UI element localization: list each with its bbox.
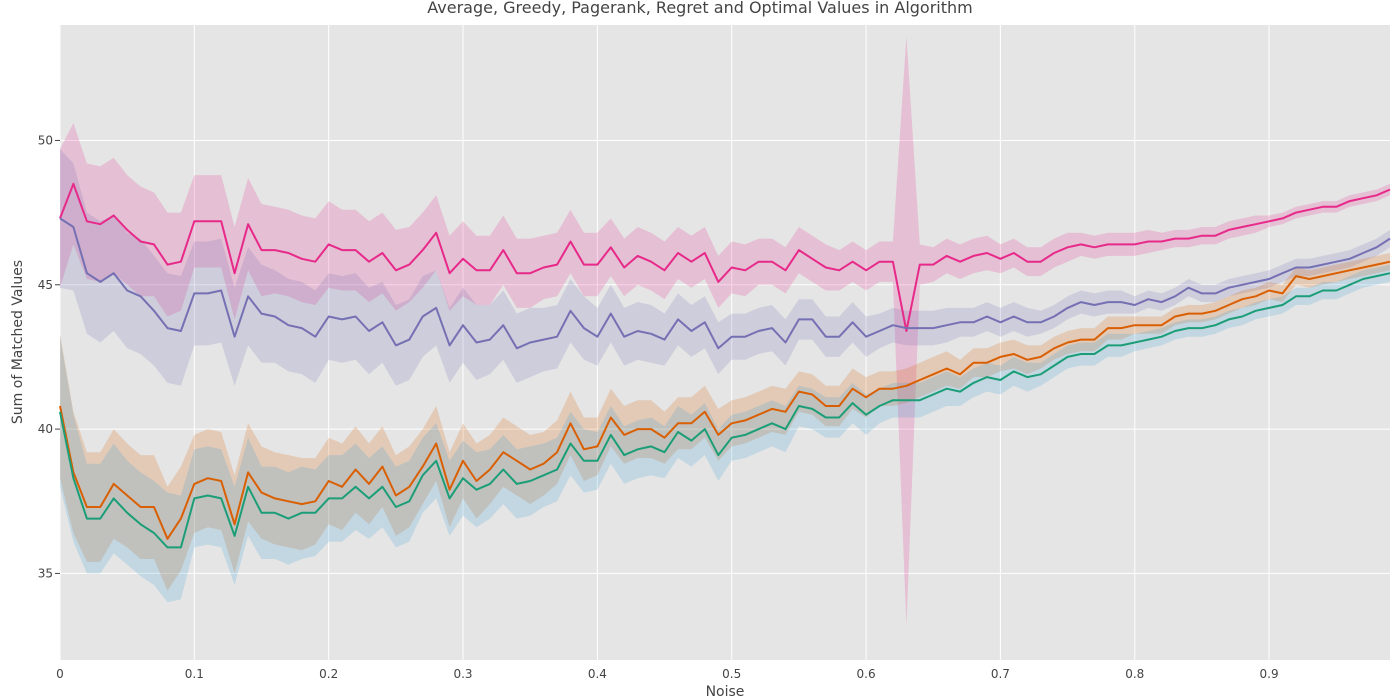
x-tick-label: 0.7: [991, 667, 1010, 681]
confidence-bands: [60, 36, 1390, 626]
series-2-band: [60, 253, 1390, 591]
x-tick-label: 0.1: [185, 667, 204, 681]
series-2-line: [59, 260, 1391, 540]
grid-lines: [59, 25, 1390, 660]
series-1-line: [59, 217, 1391, 350]
x-tick-label: 0.4: [588, 667, 607, 681]
series-1-band: [60, 149, 1390, 386]
x-tick-label: 0.6: [857, 667, 876, 681]
y-axis-ticks: 35 40 45 50: [38, 133, 60, 580]
y-tick-label: 40: [38, 422, 53, 436]
y-tick-label: 45: [38, 278, 53, 292]
series-lines: [59, 182, 1391, 549]
y-tick-label: 50: [38, 133, 53, 147]
y-axis-title: Sum of Matched Values: [10, 260, 26, 424]
x-axis-title: Noise: [706, 684, 745, 700]
chart-title: Average, Greedy, Pagerank, Regret and Op…: [427, 0, 972, 17]
x-tick-label: 0.8: [1125, 667, 1144, 681]
x-tick-label: 0.5: [722, 667, 741, 681]
y-tick-label: 35: [38, 566, 53, 580]
x-tick-label: 0: [56, 667, 64, 681]
x-tick-label: 0.3: [453, 667, 472, 681]
series-3-line: [59, 272, 1391, 549]
series-3-band: [60, 264, 1390, 603]
series-0-line: [59, 182, 1391, 332]
x-axis-ticks: 0 0.1 0.2 0.3 0.4 0.5 0.6 0.7 0.8 0.9: [56, 667, 1278, 681]
x-tick-label: 0.9: [1260, 667, 1279, 681]
x-tick-label: 0.2: [319, 667, 338, 681]
